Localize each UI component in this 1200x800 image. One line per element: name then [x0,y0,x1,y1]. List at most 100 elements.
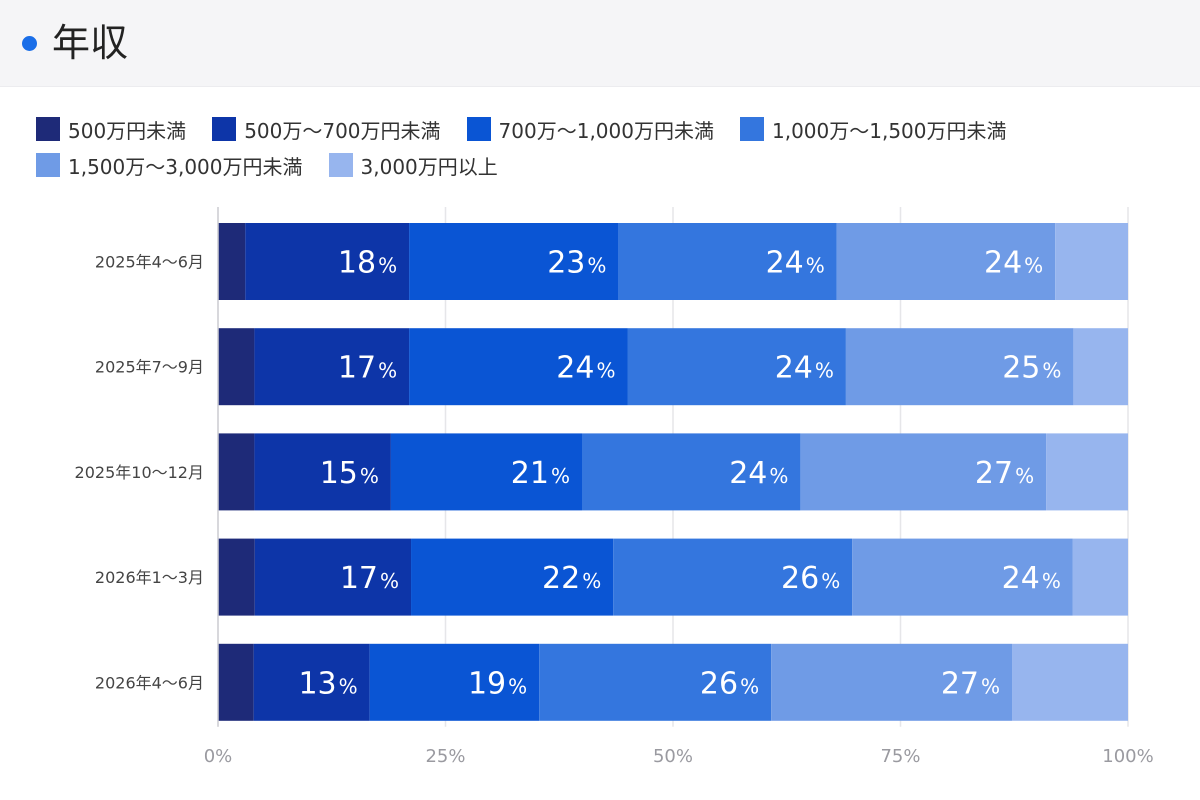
legend-swatch [36,117,60,141]
data-label: 24% [729,456,788,491]
x-tick-label: 25% [425,746,465,767]
legend-item: 500万〜700万円未満 [212,114,441,144]
legend-label: 1,000万〜1,500万円未満 [771,118,1007,143]
data-label: 13% [298,666,357,701]
legend-label: 3,000万円以上 [360,154,498,179]
data-label-unit: % [806,254,825,278]
data-label-unit: % [1024,254,1043,278]
data-label-unit: % [1042,359,1061,383]
legend-item: 3,000万円以上 [328,150,498,180]
bar-segment [254,328,410,406]
data-label: 24% [766,246,825,281]
chart-header: 年収 [0,0,1200,87]
category-label: 2025年10〜12月 [75,463,204,482]
data-label-value: 13 [298,666,336,701]
data-label: 17% [338,351,397,386]
legend-swatch [739,117,764,141]
data-label: 24% [556,351,615,386]
data-label-value: 18 [338,246,376,281]
bar-segment [218,328,255,406]
bar-segment [218,223,246,300]
legend-item: 700万〜1,000万円未満 [466,114,714,144]
data-label: 25% [1002,351,1061,386]
data-label-unit: % [339,674,358,698]
data-label-value: 24 [775,351,813,386]
legend-swatch [328,153,353,177]
legend-swatch [36,153,60,177]
data-label: 15% [320,456,379,491]
bar-segment [539,643,772,721]
data-label: 26% [781,561,840,596]
data-label-unit: % [1042,569,1061,593]
bar-segment [369,643,540,721]
bar-segment [245,223,410,300]
data-label-value: 26 [700,666,738,701]
data-label: 17% [340,561,399,596]
data-label-unit: % [378,359,397,383]
data-label-unit: % [582,569,601,593]
data-label-value: 24 [1002,561,1040,596]
bar-segment [1055,223,1128,300]
data-label: 24% [984,246,1043,281]
data-label-value: 17 [338,351,376,386]
legend-item: 1,500万〜3,000万円未満 [36,150,303,180]
bar-segment [253,643,370,721]
data-label-unit: % [596,359,615,383]
category-label: 2026年4〜6月 [95,673,204,692]
data-label-value: 24 [729,456,767,491]
data-label-value: 23 [547,246,585,281]
bar-segment [218,643,254,721]
bar-segment [1073,328,1128,406]
chart-legend: 500万円未満 500万〜700万円未満 700万〜1,000万円未満 1,000万〜… [36,114,1176,180]
data-label-unit: % [769,464,788,488]
bar-segment [409,223,619,300]
legend-label: 500万円未満 [68,118,187,143]
data-label-unit: % [360,464,379,488]
data-label-unit: % [380,569,399,593]
data-label-value: 24 [984,246,1022,281]
legend-label: 1,500万〜3,000万円未満 [68,154,303,179]
data-label: 19% [468,666,527,701]
data-label: 24% [1002,561,1061,596]
legend-swatch [466,117,491,141]
bar-segment [411,538,614,616]
data-label: 22% [542,561,601,596]
x-tick-label: 100% [1102,746,1153,767]
bar-segment [582,433,801,511]
x-tick-label: 75% [880,746,920,767]
data-label: 18% [338,246,397,281]
bar-segment [800,433,1047,511]
data-label-value: 17 [340,561,378,596]
data-label-value: 24 [766,246,804,281]
data-label-value: 25 [1002,351,1040,386]
data-label-unit: % [815,359,834,383]
bar-segment [836,223,1056,300]
data-label-unit: % [821,569,840,593]
data-label: 23% [547,246,606,281]
bar-segment [254,538,412,616]
data-label-value: 27 [975,456,1013,491]
legend-swatch [212,117,237,141]
category-label: 2025年4〜6月 [95,253,204,272]
data-label-value: 26 [781,561,819,596]
category-label: 2025年7〜9月 [95,358,204,377]
legend-item: 500万円未満 [36,114,186,144]
legend-label: 500万〜700万円未満 [244,118,441,143]
chart-title: 年収 [52,21,129,65]
data-label-unit: % [378,254,397,278]
data-label-unit: % [740,674,759,698]
legend-label: 700万〜1,000万円未満 [498,118,714,143]
bar-segment [254,433,391,511]
bar-segment [627,328,846,406]
bar-segment [218,538,255,616]
bar-segment [1046,433,1128,511]
data-label-unit: % [508,674,527,698]
data-label: 27% [941,666,1000,701]
x-tick-label: 0% [204,746,233,767]
bar-segment [771,643,1013,721]
x-tick-label: 50% [653,746,693,767]
data-label-value: 15 [320,456,358,491]
data-label-value: 27 [941,666,979,701]
bar-segment [218,433,255,511]
